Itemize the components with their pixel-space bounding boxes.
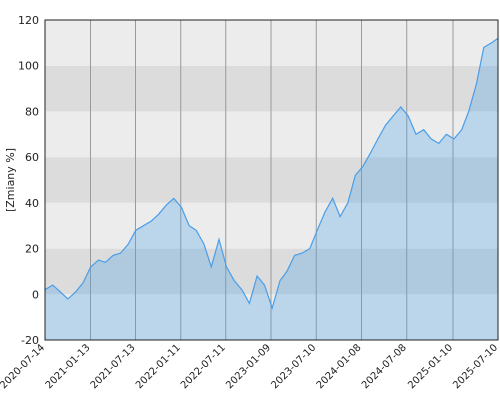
x-tick-label: 2025-07-10 <box>451 342 500 391</box>
plot-frame <box>44 19 499 341</box>
y-tick-label: 100 <box>18 60 39 73</box>
y-tick-label: 0 <box>32 288 39 301</box>
x-tick-label: 2025-01-10 <box>406 342 455 391</box>
x-tick-label: 2023-01-09 <box>224 342 273 391</box>
y-tick-label: 60 <box>25 151 39 164</box>
y-axis-label: [Zmiany %] <box>4 148 17 212</box>
x-tick-label: 2021-07-13 <box>89 342 138 391</box>
x-tick-label: 2023-07-10 <box>269 342 318 391</box>
x-tick-label: 2021-01-13 <box>44 342 93 391</box>
y-tick-label: 40 <box>25 197 39 210</box>
y-tick-label: 80 <box>25 105 39 118</box>
x-tick-label: 2024-07-08 <box>360 342 409 391</box>
y-tick-label: 20 <box>25 243 39 256</box>
line <box>44 37 499 311</box>
area-fill <box>45 38 498 341</box>
y-tick-label: -20 <box>21 334 39 347</box>
x-tick-label: 2024-01-08 <box>315 342 364 391</box>
x-tick-label: 2022-07-11 <box>179 342 228 391</box>
y-tick-label: 120 <box>18 14 39 27</box>
x-tick-label: 2020-07-14 <box>0 342 47 391</box>
x-tick-label: 2022-01-11 <box>134 342 183 391</box>
